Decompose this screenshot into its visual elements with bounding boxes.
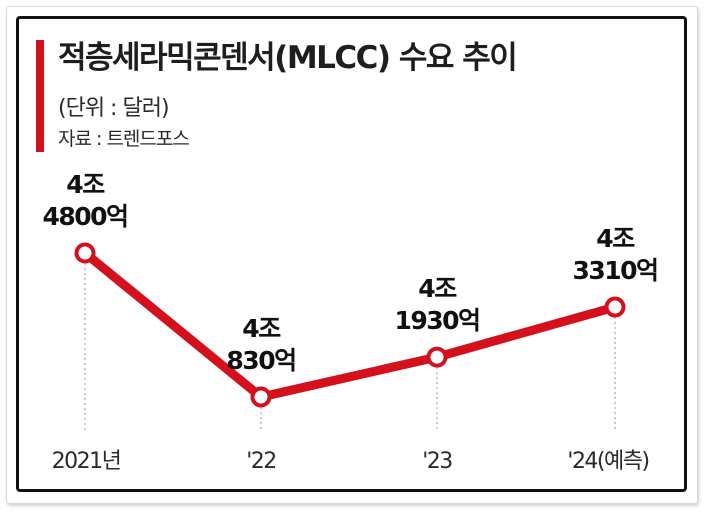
data-point-1	[250, 386, 272, 408]
data-label-top-0: 4조	[66, 170, 105, 199]
data-point-3	[604, 296, 626, 318]
data-point-0	[74, 242, 96, 264]
data-label-top-2: 4조	[418, 274, 457, 303]
data-label-bottom-0: 4800억	[42, 202, 127, 231]
data-label-bottom-2: 1930억	[394, 306, 479, 335]
data-label-top-1: 4조	[242, 314, 281, 343]
x-tick-label-3: '24(예측)	[567, 449, 648, 474]
data-label-top-3: 4조	[596, 224, 635, 253]
unit-label: (단위 : 달러)	[58, 96, 170, 121]
data-label-bottom-3: 3310억	[572, 256, 657, 285]
title-accent-bar	[36, 40, 44, 152]
series-line	[80, 248, 620, 402]
chart-frame	[16, 16, 687, 492]
source-label: 자료 : 트렌드포스	[58, 128, 190, 150]
chart-title: 적층세라믹콘덴서(MLCC) 수요 추이	[58, 40, 518, 76]
data-point-2	[426, 346, 448, 368]
x-tick-label-1: '22	[246, 449, 276, 474]
x-tick-label-0: 2021년	[52, 449, 121, 474]
data-label-bottom-1: 830억	[226, 346, 295, 375]
x-tick-label-2: '23	[422, 449, 452, 474]
